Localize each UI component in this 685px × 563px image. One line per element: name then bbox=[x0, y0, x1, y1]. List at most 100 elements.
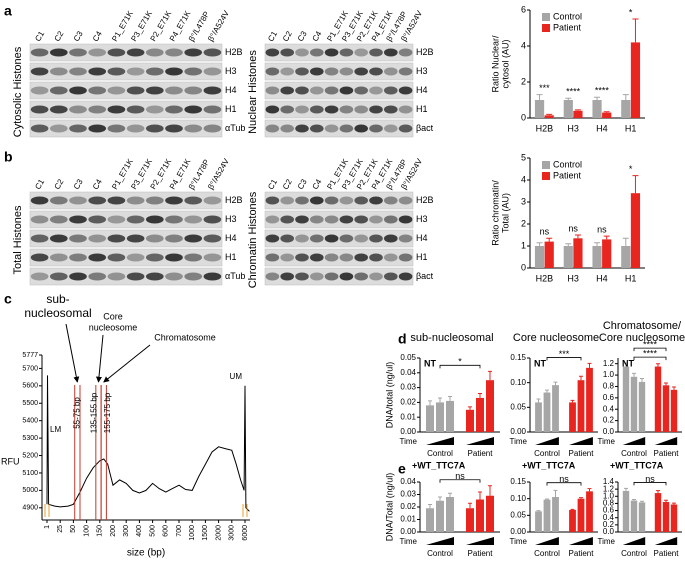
error-bar bbox=[428, 400, 432, 406]
group-label: Patient bbox=[569, 449, 595, 458]
blot-band bbox=[69, 67, 87, 76]
y-tick-label: 3 bbox=[521, 196, 526, 206]
bar bbox=[544, 115, 554, 118]
y-tick-label: 0.05 bbox=[400, 353, 416, 362]
y-tick-label: 1.2 bbox=[603, 484, 615, 493]
blot-band bbox=[126, 86, 145, 95]
error-bar bbox=[488, 370, 492, 381]
marker-tick bbox=[44, 504, 50, 517]
blot-band bbox=[30, 86, 49, 95]
blot-band bbox=[88, 196, 107, 205]
blot-band bbox=[324, 196, 339, 205]
blot-band bbox=[30, 124, 49, 133]
time-label: Time bbox=[598, 537, 616, 546]
row-label: H2B bbox=[225, 47, 243, 57]
time-wedge bbox=[535, 437, 559, 445]
blot-band bbox=[309, 234, 324, 243]
blot-band bbox=[309, 105, 324, 114]
error-bar bbox=[622, 237, 629, 246]
bar bbox=[476, 499, 484, 532]
panel-label: a bbox=[4, 3, 12, 19]
blot-band bbox=[339, 253, 354, 262]
blot-band bbox=[280, 48, 295, 57]
bar bbox=[638, 502, 646, 532]
blot-band bbox=[295, 67, 309, 76]
y-tick-label: 5 bbox=[521, 152, 526, 162]
annotation: Core bbox=[103, 311, 123, 321]
error-bar bbox=[448, 492, 452, 497]
blot-band bbox=[126, 215, 145, 224]
blot-title: Total Histones bbox=[12, 205, 24, 275]
bar bbox=[535, 511, 542, 532]
blot-band bbox=[203, 67, 222, 76]
blot-band bbox=[30, 67, 49, 76]
blot-band bbox=[309, 124, 324, 133]
y-tick-label: 0.4 bbox=[603, 404, 615, 413]
blot-band bbox=[265, 253, 280, 262]
bar bbox=[573, 238, 583, 268]
error-bar bbox=[478, 491, 482, 500]
y-tick-label: 0.01 bbox=[400, 412, 416, 421]
blot-band bbox=[30, 105, 49, 114]
blot-band bbox=[145, 48, 164, 57]
bar bbox=[486, 495, 494, 532]
x-tick-label: 6000 bbox=[242, 525, 249, 541]
legend-label: Patient bbox=[553, 22, 582, 32]
significance-bracket bbox=[546, 357, 582, 361]
y-tick-label: 0.03 bbox=[400, 383, 416, 392]
y-tick-label: 1.4 bbox=[603, 477, 615, 486]
blot-band bbox=[126, 196, 145, 205]
blot-band bbox=[280, 105, 295, 114]
blot-band bbox=[184, 215, 203, 224]
y-tick-label: 5500 bbox=[22, 400, 38, 407]
blot-band bbox=[88, 86, 107, 95]
blot-band bbox=[107, 48, 126, 57]
blot-band bbox=[88, 234, 107, 243]
blot-title: Cytosolic Histones bbox=[12, 46, 24, 137]
blot-band bbox=[49, 48, 68, 57]
group-label: Control bbox=[621, 549, 647, 558]
significance: ns bbox=[455, 471, 465, 481]
blot-strip bbox=[29, 267, 223, 286]
bar bbox=[436, 500, 444, 532]
x-tick-label: 1000 bbox=[189, 525, 196, 541]
significance-bracket bbox=[633, 356, 667, 361]
blot-band bbox=[383, 105, 398, 114]
significance: * bbox=[629, 7, 633, 17]
blot-title: Nuclear Histones bbox=[247, 50, 259, 134]
error-bar bbox=[656, 363, 660, 367]
row-label: H2B bbox=[416, 195, 434, 205]
blot-band bbox=[354, 196, 369, 205]
blot-band bbox=[309, 196, 324, 205]
x-tick-label: 500 bbox=[149, 525, 156, 537]
row-label: H4 bbox=[416, 85, 428, 95]
bar bbox=[466, 409, 474, 432]
marker-tick bbox=[242, 504, 248, 517]
y-tick-label: 0.04 bbox=[400, 477, 416, 486]
y-tick-label: 5300 bbox=[22, 435, 38, 442]
time-wedge bbox=[622, 437, 646, 445]
blot-band bbox=[184, 234, 203, 243]
blot-title: Chromatin Histones bbox=[247, 191, 259, 288]
blot-band bbox=[88, 215, 107, 224]
x-tick-label: H1 bbox=[625, 273, 637, 283]
blot-band bbox=[203, 215, 222, 224]
blot-band bbox=[280, 124, 295, 133]
blot-band bbox=[203, 253, 222, 262]
blot-band bbox=[69, 196, 87, 205]
time-wedge bbox=[466, 537, 494, 545]
marker-label: UM bbox=[230, 372, 243, 381]
blot-band bbox=[145, 105, 164, 114]
blot-band bbox=[309, 48, 324, 57]
blot-band bbox=[126, 105, 145, 114]
significance: *** bbox=[559, 349, 570, 359]
blot-band bbox=[295, 272, 309, 281]
blot-band bbox=[184, 67, 203, 76]
annotation-arrow bbox=[95, 334, 104, 383]
blot-band bbox=[369, 196, 383, 205]
y-tick-label: 0.05 bbox=[510, 510, 526, 519]
bar bbox=[622, 490, 630, 532]
bar bbox=[543, 499, 551, 532]
significance: ns bbox=[559, 474, 569, 484]
blot-band bbox=[398, 215, 413, 224]
